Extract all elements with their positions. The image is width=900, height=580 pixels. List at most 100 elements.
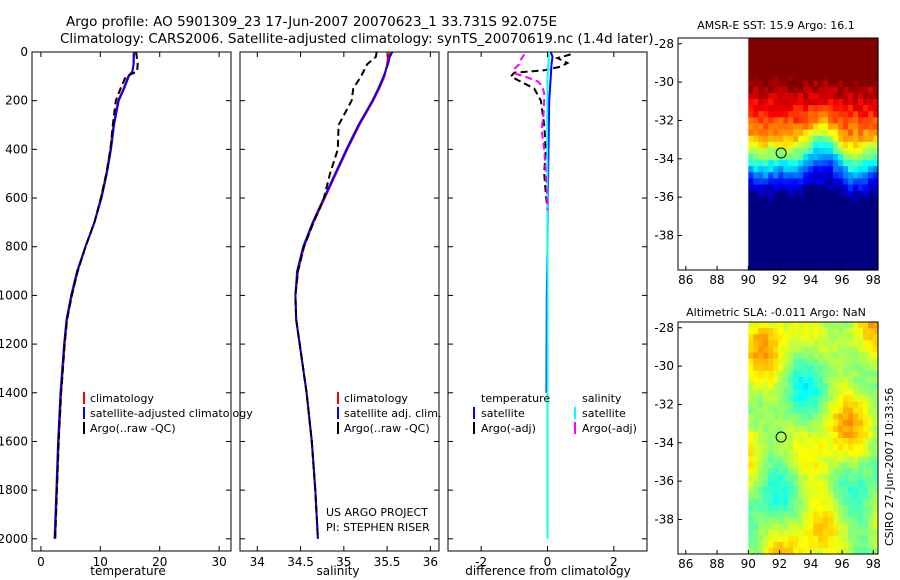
map-cell [773, 129, 779, 137]
map-cell [853, 178, 859, 186]
map-cell [778, 352, 784, 360]
map-cell [818, 135, 824, 143]
map-cell [833, 221, 839, 228]
map-cell [803, 239, 809, 247]
map-cell [808, 245, 814, 253]
map-cell [853, 383, 859, 390]
map-cell [788, 346, 794, 354]
map-cell [753, 147, 759, 155]
map-cell [828, 92, 834, 100]
map-cell [773, 263, 779, 271]
map-cell [838, 438, 844, 445]
y-tick-label: 400 [5, 142, 28, 156]
map-cell [823, 407, 829, 415]
map-cell [858, 474, 864, 482]
map-cell [858, 511, 864, 518]
map-cell [778, 322, 784, 329]
map-cell [798, 92, 804, 100]
map-cell [848, 395, 854, 402]
map-cell [773, 535, 779, 543]
map-cell [823, 322, 829, 329]
map-cell [768, 135, 774, 143]
map-cell [863, 86, 869, 94]
map-cell [863, 340, 869, 348]
map-cell [798, 511, 804, 518]
map-cell [778, 340, 784, 348]
map-cell [773, 62, 779, 70]
map-cell [793, 511, 799, 518]
map-cell [803, 233, 809, 241]
map-cell [828, 263, 834, 271]
map-cell [773, 99, 779, 106]
map-cell [823, 80, 829, 88]
map-cell [768, 184, 774, 192]
map-cell [838, 184, 844, 192]
map-cell [838, 50, 844, 57]
map-cell [833, 147, 839, 155]
difference-legend: temperature satellite Argo(-adj) salinit… [473, 392, 637, 435]
map-cell [798, 221, 804, 228]
map-cell [843, 166, 849, 173]
map-cell [818, 196, 824, 204]
figure-title-line1: Argo profile: AO 5901309_23 17-Jun-2007 … [66, 14, 557, 30]
map-cell [763, 395, 769, 402]
map-cell [853, 401, 859, 409]
sla-map-title: Altimetric SLA: -0.011 Argo: NaN [686, 306, 866, 319]
map-cell [808, 401, 814, 409]
map-cell [818, 450, 824, 457]
map-cell [763, 123, 769, 131]
map-cell [858, 105, 864, 112]
map-cell [808, 511, 814, 518]
map-cell [853, 62, 859, 70]
map-cell [788, 547, 794, 555]
map-cell [803, 376, 809, 384]
map-cell [808, 523, 814, 531]
map-cell [828, 190, 834, 198]
map-cell [818, 401, 824, 409]
map-cell [813, 370, 819, 378]
map-cell [843, 154, 849, 161]
map-cell [838, 44, 844, 51]
map-cell [828, 105, 834, 112]
map-cell [778, 383, 784, 390]
map-cell [758, 80, 764, 88]
map-cell [863, 346, 869, 354]
map-cell [803, 251, 809, 259]
map-cell [838, 99, 844, 106]
map-cell [853, 413, 859, 421]
y-tick-label: -32 [654, 113, 674, 127]
map-cell [873, 401, 879, 409]
map-cell [768, 395, 774, 402]
map-cell [773, 111, 779, 118]
map-cell [753, 111, 759, 118]
map-cell [788, 364, 794, 372]
map-cell [833, 105, 839, 112]
map-cell [863, 480, 869, 488]
map-cell [833, 172, 839, 180]
map-cell [838, 340, 844, 348]
map-cell [753, 50, 759, 57]
map-cell [828, 202, 834, 210]
map-cell [843, 196, 849, 204]
map-cell [803, 147, 809, 155]
map-cell [823, 358, 829, 366]
map-cell [828, 245, 834, 253]
map-cell [773, 492, 779, 500]
map-cell [853, 56, 859, 64]
map-cell [868, 160, 874, 167]
map-cell [803, 99, 809, 106]
map-cell [823, 511, 829, 518]
map-cell [808, 395, 814, 402]
map-cell [853, 468, 859, 476]
map-cell [858, 208, 864, 216]
credit-label: CSIRO 27-Jun-2007 10:33:56 [883, 388, 896, 546]
map-cell [773, 499, 779, 506]
map-cell [773, 328, 779, 335]
map-cell [748, 257, 754, 265]
map-cell [863, 529, 869, 537]
map-cell [858, 517, 864, 525]
map-cell [793, 123, 799, 131]
map-cell [828, 425, 834, 433]
map-cell [868, 86, 874, 94]
sst-argo-marker [775, 147, 787, 159]
